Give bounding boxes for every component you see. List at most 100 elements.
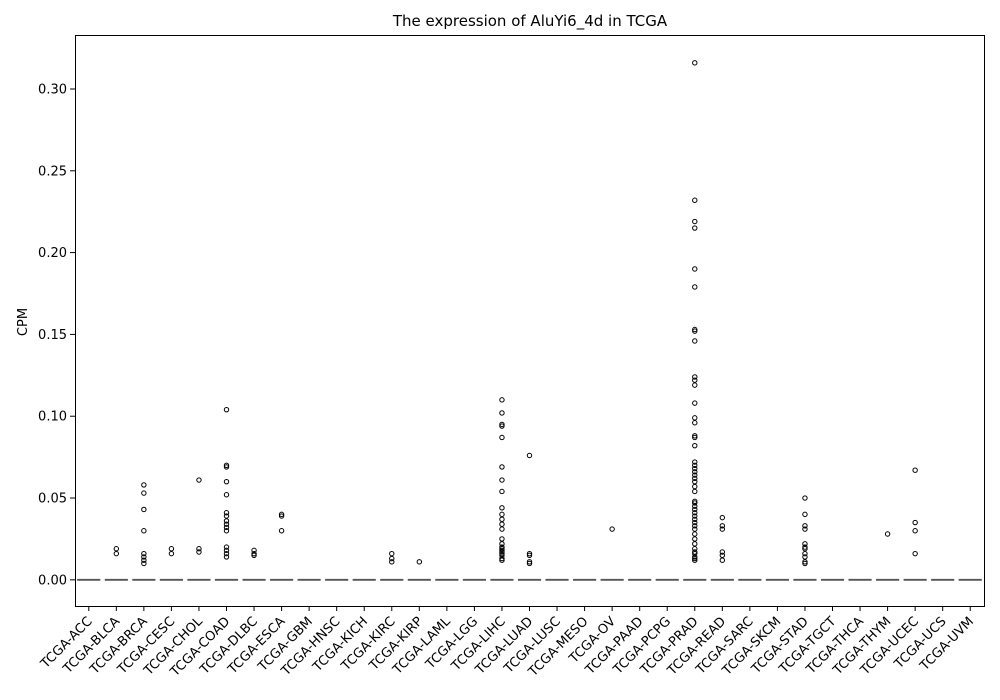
outlier-point [802, 541, 808, 547]
outlier-point [499, 552, 505, 558]
outlier-point [223, 544, 230, 550]
outlier-point [223, 550, 230, 557]
outlier-point [802, 546, 808, 552]
outlier-point [719, 552, 726, 558]
outlier-point [692, 483, 698, 490]
outlier-point [141, 482, 147, 488]
outlier-point [526, 559, 533, 565]
outlier-point [692, 541, 698, 547]
outlier-point [196, 546, 202, 552]
outlier-point [802, 560, 808, 567]
outlier-point [499, 555, 505, 562]
outlier-point [499, 549, 505, 555]
outlier-point [692, 475, 698, 482]
outlier-point [278, 511, 285, 518]
y-tick-label: 0.00 [38, 573, 67, 588]
y-tick-label: 0.20 [38, 246, 67, 261]
outlier-point [141, 554, 147, 560]
outlier-point [141, 550, 147, 557]
outlier-point [499, 511, 505, 518]
outlier-point [389, 555, 395, 562]
outlier-point [499, 397, 505, 403]
outlier-point [526, 452, 533, 459]
outlier-point [168, 550, 175, 557]
outlier-point [223, 554, 230, 560]
y-axis-label: CPM [16, 308, 31, 336]
outlier-point [223, 510, 230, 516]
outlier-point [223, 528, 230, 534]
outlier-point [692, 526, 698, 532]
outlier-point [196, 477, 202, 483]
outlier-point [912, 550, 918, 557]
outlier-point [802, 495, 808, 501]
outlier-point [802, 526, 808, 532]
outlier-point [692, 500, 698, 506]
outlier-point [692, 519, 698, 526]
outlier-point [719, 557, 726, 563]
outlier-point [802, 544, 808, 550]
outlier-point [912, 467, 918, 473]
y-tick-label: 0.10 [38, 410, 67, 425]
outlier-point [389, 559, 395, 565]
outlier-point [719, 526, 726, 532]
outlier-point [141, 560, 147, 567]
outlier-point [692, 488, 698, 495]
outlier-point [278, 513, 285, 519]
outlier-point [692, 503, 698, 509]
outlier-point [692, 546, 698, 552]
outlier-point [692, 415, 698, 421]
outlier-point [416, 559, 423, 565]
outlier-point [912, 519, 918, 526]
outlier-point [499, 464, 505, 470]
outlier-point [692, 374, 698, 380]
outlier-point [223, 521, 230, 527]
outlier-point [692, 284, 698, 290]
outlier-point [692, 550, 698, 557]
outlier-point [113, 546, 120, 552]
outlier-point [499, 541, 505, 547]
outlier-point [499, 557, 505, 563]
outlier-point [692, 554, 698, 560]
outlier-point [692, 555, 698, 562]
outlier-point [499, 536, 505, 542]
outlier-point [113, 550, 120, 557]
outlier-point [692, 498, 698, 504]
outlier-point [692, 478, 698, 485]
outlier-point [692, 557, 698, 563]
outlier-point [884, 531, 891, 537]
outlier-point [223, 462, 230, 468]
outlier-point [719, 549, 726, 555]
outlier-point [499, 550, 505, 557]
outlier-point [692, 225, 698, 231]
outlier-point [692, 469, 698, 475]
outlier-point [719, 523, 726, 529]
outlier-point [692, 266, 698, 272]
outlier-point [526, 552, 533, 558]
outlier-point [692, 472, 698, 478]
outlier-point [692, 459, 698, 465]
outlier-point [609, 526, 615, 532]
outlier-point [692, 382, 698, 388]
outlier-point [223, 518, 230, 524]
outlier-point [251, 552, 257, 558]
outlier-point [692, 506, 698, 513]
outlier-point [499, 547, 505, 554]
outlier-point [719, 514, 726, 521]
outlier-point [692, 377, 698, 383]
outlier-point [499, 544, 505, 550]
outlier-point [692, 400, 698, 406]
outlier-point [692, 218, 698, 225]
outlier-point [802, 550, 808, 557]
outlier-point [196, 549, 202, 555]
outlier-point [499, 546, 505, 552]
outlier-point [499, 488, 505, 495]
outlier-point [223, 492, 230, 498]
outlier-point [526, 560, 533, 567]
outlier-point [912, 528, 918, 534]
outlier-point [692, 549, 698, 555]
outlier-point [802, 511, 808, 518]
outlier-point [141, 490, 147, 496]
outlier-point [692, 60, 698, 66]
outlier-point [223, 524, 230, 531]
